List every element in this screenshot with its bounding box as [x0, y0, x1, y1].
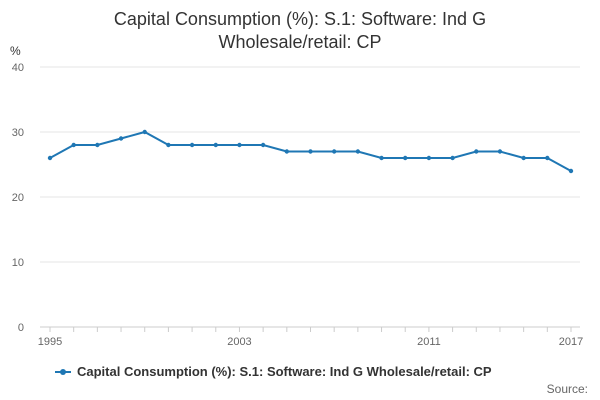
chart-title-line-1: Capital Consumption (%): S.1: Software: … — [113, 9, 487, 29]
x-tick-label: 1995 — [38, 336, 62, 348]
data-point-1995[interactable] — [47, 155, 53, 161]
y-tick-label: 40 — [12, 62, 24, 74]
data-point-2001[interactable] — [189, 142, 195, 148]
y-tick-label: 0 — [18, 322, 24, 334]
legend: Capital Consumption (%): S.1: Software: … — [55, 364, 492, 379]
data-point-2004[interactable] — [260, 142, 266, 148]
y-tick-label: 30 — [12, 127, 24, 139]
data-point-2000[interactable] — [166, 142, 171, 148]
x-tick-label: 2017 — [559, 336, 583, 348]
data-point-1997[interactable] — [95, 142, 100, 148]
data-point-2005[interactable] — [284, 149, 290, 154]
y-tick-label: 10 — [12, 257, 24, 269]
source-label: Source: — [546, 382, 588, 396]
data-point-2009[interactable] — [379, 155, 384, 161]
data-point-2014[interactable] — [497, 149, 503, 154]
data-point-1998[interactable] — [118, 136, 124, 141]
series-group — [47, 129, 574, 174]
gridlines — [40, 66, 580, 328]
chart-title: Capital Consumption (%): S.1: Software: … — [0, 8, 600, 54]
legend-line-icon — [55, 368, 71, 375]
data-point-2013[interactable] — [474, 149, 479, 154]
y-axis-unit-label: % — [10, 44, 21, 58]
data-point-1996[interactable] — [71, 142, 76, 148]
data-point-2002[interactable] — [213, 142, 218, 148]
data-point-2008[interactable] — [355, 149, 361, 154]
data-point-2016[interactable] — [545, 155, 550, 161]
x-tick-label: 2003 — [227, 336, 251, 348]
chart-title-line-2: Wholesale/retail: CP — [218, 32, 382, 52]
data-point-2010[interactable] — [403, 155, 408, 161]
data-point-2006[interactable] — [308, 149, 313, 154]
data-point-2003[interactable] — [237, 142, 242, 148]
data-point-2017[interactable] — [568, 168, 574, 174]
data-point-2011[interactable] — [426, 155, 432, 161]
data-point-2015[interactable] — [521, 155, 526, 161]
data-point-2012[interactable] — [450, 155, 455, 161]
data-point-2007[interactable] — [331, 149, 337, 154]
data-point-1999[interactable] — [142, 129, 147, 135]
x-axis-ticks: 1995 2003 2011 2017 — [38, 327, 583, 348]
y-tick-label: 20 — [12, 192, 24, 204]
legend-label: Capital Consumption (%): S.1: Software: … — [77, 364, 492, 379]
x-tick-label: 2011 — [417, 336, 441, 348]
y-axis-ticks: 0 10 20 30 40 — [12, 62, 24, 334]
